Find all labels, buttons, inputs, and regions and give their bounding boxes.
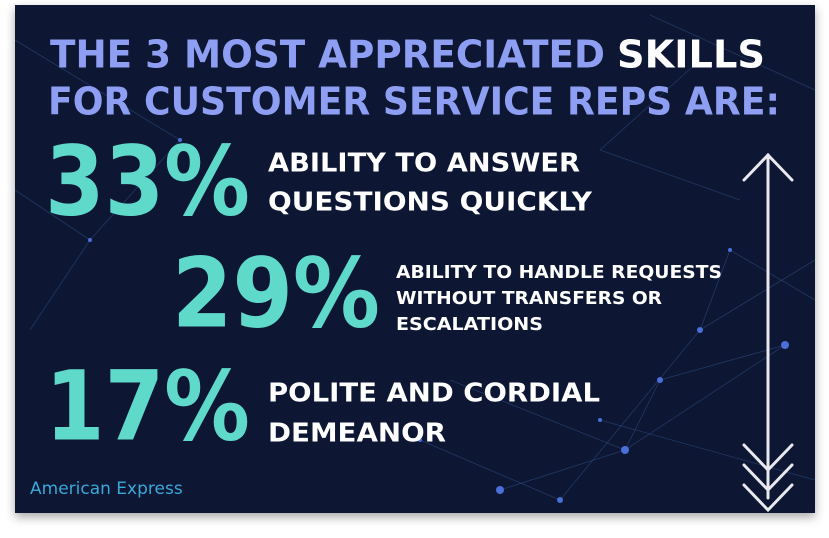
stat-label: QUESTIONS QUICKLY — [268, 188, 593, 218]
arrow — [742, 152, 794, 513]
title-part: FOR CUSTOMER SERVICE REPS ARE: — [48, 80, 780, 124]
stat-label: ABILITY TO HANDLE REQUESTS — [396, 262, 722, 283]
source: American Express — [30, 479, 183, 499]
stat-label: WITHOUT TRANSFERS OR — [396, 288, 662, 309]
stat-label: POLITE AND CORDIAL — [268, 379, 600, 409]
stat-label: ABILITY TO ANSWER — [268, 149, 580, 179]
title-highlight: SKILLS — [617, 33, 765, 77]
stat-label: ESCALATIONS — [396, 314, 543, 335]
title-part: THE 3 MOST APPRECIATED — [50, 33, 605, 77]
stat-value: 33% — [45, 125, 250, 237]
card — [15, 5, 815, 513]
network-decoration — [14, 14, 816, 503]
stat-value: 29% — [172, 237, 380, 349]
stat-value: 17% — [45, 350, 250, 462]
stat-label: DEMEANOR — [268, 419, 446, 449]
